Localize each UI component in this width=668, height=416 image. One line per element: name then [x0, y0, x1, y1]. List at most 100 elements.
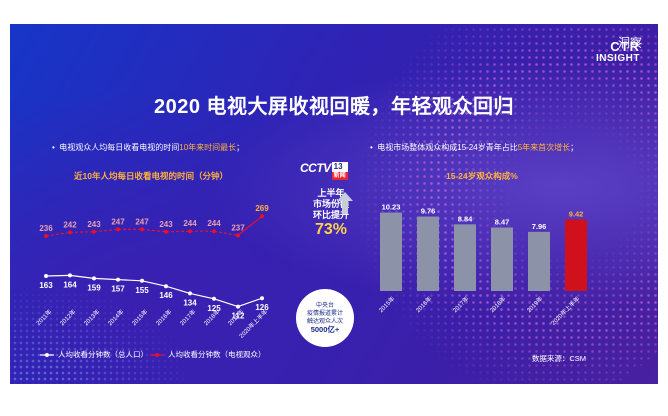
x-tick-label: 2013年 [82, 308, 101, 327]
bar-value-label: 9.76 [421, 207, 436, 216]
series-1-segment [165, 230, 191, 233]
logo-cn-text: 洞察 [617, 36, 642, 50]
x-tick-label: 2015年 [130, 308, 149, 327]
legend-total: 人均收看分钟数（总人口） [40, 349, 148, 360]
bar-value-label: 8.84 [458, 214, 473, 223]
bar [417, 216, 439, 291]
bar [565, 219, 587, 291]
x-tick-label: 2017年 [178, 308, 197, 327]
cctv-line-1: 上半年 [317, 188, 345, 198]
left-bullet: • 电视观众人均每日收看电视的时间10年来时间最长； [52, 143, 245, 152]
bar-category-label: 2018年 [488, 295, 507, 314]
series-0-data-label: 146 [159, 291, 173, 300]
series-1-point [188, 229, 192, 234]
series-0-point [44, 274, 48, 278]
cctv-logo-mark: CCTV [300, 161, 331, 175]
series-1-data-label: 243 [159, 220, 173, 229]
series-0-data-label: 112 [232, 312, 245, 321]
cctv-line-3: 环比提升 [312, 210, 349, 220]
series-1-segment [237, 215, 263, 236]
series-0-data-label: 155 [135, 286, 149, 295]
logo-insight-text: INSIGHT [595, 53, 640, 64]
series-0-segment [189, 292, 215, 300]
x-tick-label: 2012年 [58, 308, 77, 327]
right-bullet-suffix: ； [570, 143, 579, 152]
series-1-data-label: 247 [135, 217, 149, 226]
reach-circle: 中央台 疫情报道累计 触达观众人次 5000亿+ [296, 289, 354, 347]
slide: CTR INSIGHT 洞察 2020 电视大屏收视回暖，年轻观众回归 • 电视… [10, 24, 658, 384]
left-bullet-suffix: ； [236, 143, 245, 152]
circle-value: 5000亿+ [310, 325, 340, 334]
series-1-data-label: 237 [231, 223, 245, 232]
left-bullet-highlight: 10年来时间最长 [179, 143, 237, 152]
circle-line-1: 中央台 [315, 303, 334, 309]
share-percent: 73% [314, 221, 348, 238]
circle-line-2: 疫情报道累计 [306, 311, 343, 317]
series-0-point [260, 296, 264, 301]
cctv-block: CCTV 13 新闻 上半年 市场份额 环比提升 73% [300, 161, 362, 239]
series-0-data-label: 126 [255, 303, 269, 312]
series-1-data-label: 244 [207, 219, 221, 228]
line-chart-subtitle: 近10年人均每日收看电视的时间（分钟） [74, 171, 228, 181]
series-1-point [116, 227, 120, 232]
series-1-data-label: 236 [39, 224, 53, 233]
logo-ctr-text: CTR [610, 39, 640, 54]
series-0-segment [93, 277, 119, 281]
series-1-segment [141, 228, 167, 233]
series-1-point [68, 230, 72, 235]
series-1-segment [45, 231, 71, 237]
x-tick-label: 2014年 [106, 308, 125, 327]
series-0-segment [69, 274, 95, 279]
circle-line-3: 触达观众人次 [306, 319, 343, 325]
right-bullet-highlight: 5年来首次增长 [517, 143, 571, 152]
up-arrow-icon [337, 192, 353, 214]
series-1-segment [213, 230, 239, 236]
series-0-point [92, 276, 96, 281]
right-bullet-text: 电视市场整体观众构成15-24岁青年占比 [377, 143, 518, 152]
right-bullet: • 电视市场整体观众构成15-24岁青年占比5年来首次增长； [370, 143, 579, 152]
bar-value-label: 9.42 [569, 209, 584, 218]
data-source: 数据来源：CSM [531, 354, 586, 363]
series-1-data-label: 269 [255, 204, 269, 213]
bar [454, 224, 476, 291]
bar-value-label: 10.23 [382, 203, 401, 212]
series-1-segment [69, 231, 95, 233]
series-1-point [92, 229, 96, 234]
series-0-segment [237, 297, 263, 308]
cctv13-logo: CCTV 13 新闻 [300, 161, 362, 180]
series-0-data-label: 163 [39, 281, 53, 290]
series-0-point [68, 273, 72, 278]
bar [528, 231, 550, 291]
series-0-point [212, 296, 216, 301]
series-0-segment [141, 280, 167, 287]
series-0-data-label: 134 [183, 298, 197, 307]
legend-viewers: 人均收看分钟数（电视观众） [150, 349, 266, 360]
series-1-point [260, 214, 264, 219]
series-0-point [236, 304, 240, 309]
bar-value-label: 8.47 [495, 218, 510, 227]
series-1-data-label: 247 [111, 217, 125, 226]
series-0-data-label: 157 [111, 285, 125, 294]
ctr-insight-logo: CTR INSIGHT 洞察 [595, 36, 642, 64]
bar-category-label: 2016年 [414, 295, 433, 314]
bar-value-label: 7.96 [532, 222, 547, 231]
cctv-line-2: 市场份额 [312, 199, 349, 209]
series-1-point [212, 229, 216, 234]
bar [380, 212, 402, 291]
series-1-data-label: 243 [87, 220, 101, 229]
bar-chart: 10.23 2015年 9.76 2016年 8.84 2017年 8.47 2018年 7.9… [377, 203, 587, 327]
series-1-data-label: 242 [63, 220, 77, 229]
bar-chart-subtitle: 15-24岁观众构成% [446, 171, 518, 181]
bar [491, 227, 513, 291]
cctv-logo-news: 新闻 [331, 172, 348, 180]
series-0-point [164, 284, 168, 289]
series-1-point [236, 233, 240, 238]
cctv-logo-number: 13 [331, 162, 348, 172]
series-0-segment [117, 279, 143, 282]
series-0-point [140, 278, 144, 283]
series-1-data-label: 244 [183, 219, 197, 228]
series-0-segment [213, 298, 239, 308]
x-tick-label: 2016年 [154, 308, 173, 327]
bar-category-label: 2020年上半年 [549, 295, 581, 327]
series-0-data-label: 164 [63, 280, 77, 289]
